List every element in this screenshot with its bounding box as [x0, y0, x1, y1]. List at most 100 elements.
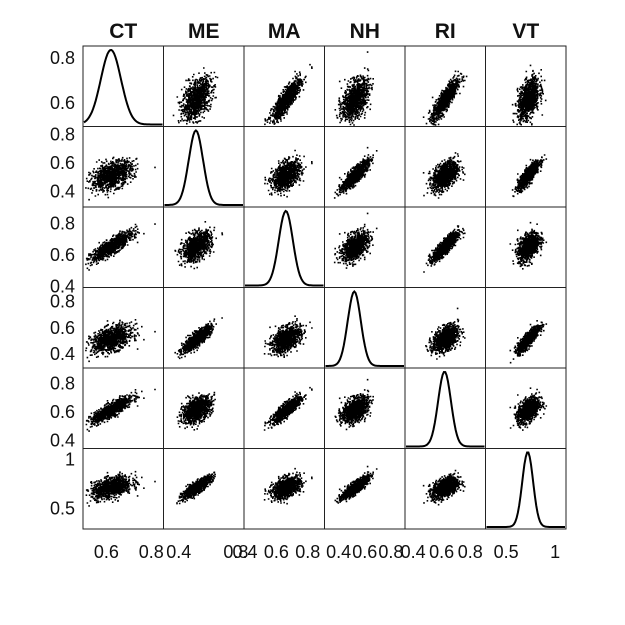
col-tick-label: 0.8: [458, 542, 483, 562]
row-tick-label: 0.8: [50, 292, 75, 312]
col-tick-label: 0.8: [295, 542, 320, 562]
density-curve-ct: [83, 48, 163, 126]
scatter-points: [334, 465, 378, 504]
col-tick-label: 0.6: [94, 542, 119, 562]
column-title-me: ME: [188, 20, 220, 43]
density-curve-nh: [325, 289, 404, 367]
scatter-points: [172, 67, 219, 125]
col-tick-label: 0.8: [139, 542, 164, 562]
panel-ri-vs-ct: [82, 367, 164, 449]
row-tick-label: 0.4: [50, 277, 75, 297]
scatter-points: [422, 469, 466, 506]
scatter-points: [333, 212, 378, 269]
panel-me-vs-ri: [404, 126, 486, 208]
scatter-points: [176, 471, 216, 505]
panel-ct-vs-ct: [82, 45, 164, 127]
panel-frame: [404, 367, 486, 449]
scatter-points: [263, 386, 313, 431]
scatter-points: [85, 223, 156, 271]
scatter-points: [423, 225, 466, 273]
scatter-points: [511, 154, 548, 198]
scatter-points: [264, 63, 313, 126]
row-tick-label: 0.4: [50, 344, 75, 364]
panel-vt-vs-ri: [404, 448, 486, 530]
row-tick-label: 0.4: [50, 182, 75, 202]
panel-frame: [485, 448, 567, 530]
panel-ri-vs-nh: [324, 367, 406, 449]
row-tick-label: 0.5: [50, 498, 75, 518]
panel-ri-vs-ma: [243, 367, 325, 449]
panel-ct-vs-nh: [324, 45, 406, 127]
panel-nh-vs-me: [163, 287, 245, 369]
col-tick-label: 0.4: [326, 542, 351, 562]
col-tick-label: 0.6: [352, 542, 377, 562]
panel-ma-vs-me: [163, 206, 245, 288]
panel-frame: [243, 206, 325, 288]
col-tick-label: 0.6: [264, 542, 289, 562]
row-tick-label: 0.4: [50, 430, 75, 450]
density-curve-vt: [486, 451, 565, 528]
panel-nh-vs-ma: [243, 287, 325, 369]
col-tick-label: 0.8: [223, 542, 248, 562]
scatter-points: [263, 315, 313, 358]
panel-ma-vs-nh: [324, 206, 406, 288]
scatter-points: [85, 388, 156, 432]
column-title-ma: MA: [268, 20, 301, 43]
col-tick-label: 0.6: [429, 542, 454, 562]
row-tick-label: 0.6: [50, 93, 75, 113]
scatter-points: [174, 221, 224, 270]
panel-ma-vs-ri: [404, 206, 486, 288]
panel-vt-vs-nh: [324, 448, 406, 530]
panel-vt-vs-me: [163, 448, 245, 530]
col-tick-label: 0.8: [378, 542, 403, 562]
scatter-points: [176, 391, 216, 431]
row-tick-label: 0.6: [50, 153, 75, 173]
scatter-points: [509, 221, 548, 270]
row-tick-label: 0.8: [50, 125, 75, 145]
panel-nh-vs-ri: [404, 287, 486, 369]
panel-ct-vs-ri: [404, 45, 486, 127]
panel-ri-vs-vt: [485, 367, 567, 449]
row-tick-label: 1: [65, 449, 75, 469]
panel-nh-vs-ct: [82, 287, 164, 369]
panel-vt-vs-vt: [485, 448, 567, 530]
panel-frame: [485, 126, 567, 208]
scatter-points: [85, 319, 156, 363]
scatter-points: [422, 152, 466, 199]
row-tick-label: 0.8: [50, 373, 75, 393]
panel-me-vs-nh: [324, 126, 406, 208]
col-tick-label: 0.4: [166, 542, 191, 562]
scatter-points: [264, 149, 313, 198]
row-tick-label: 0.8: [50, 214, 75, 234]
panel-vt-vs-ma: [243, 448, 325, 530]
col-tick-label: 0.4: [232, 542, 257, 562]
column-title-vt: VT: [512, 20, 539, 43]
scatter-points: [334, 51, 374, 126]
density-curve-ma: [245, 209, 324, 287]
scatter-points: [422, 70, 468, 126]
column-title-ct: CT: [109, 20, 137, 43]
panel-nh-vs-nh: [324, 287, 406, 369]
scatter-points: [85, 156, 156, 201]
panel-frame: [404, 45, 486, 127]
panel-ma-vs-vt: [485, 206, 567, 288]
panel-me-vs-ma: [243, 126, 325, 208]
row-tick-label: 0.8: [50, 48, 75, 68]
row-tick-label: 0.6: [50, 402, 75, 422]
panel-frame: [324, 287, 406, 369]
panel-vt-vs-ct: [82, 448, 164, 530]
panel-ri-vs-me: [163, 367, 245, 449]
scatter-points: [425, 307, 466, 360]
panel-ma-vs-ma: [243, 206, 325, 288]
density-curve-ri: [406, 370, 485, 448]
column-title-nh: NH: [350, 20, 380, 43]
row-tick-label: 0.6: [50, 245, 75, 265]
scatter-points: [509, 320, 548, 364]
panel-ri-vs-ri: [404, 367, 486, 449]
density-curve-me: [164, 129, 243, 206]
panel-ct-vs-vt: [485, 45, 567, 127]
col-tick-label: 1: [550, 542, 560, 562]
scatter-points: [263, 467, 313, 505]
panel-me-vs-ct: [82, 126, 164, 208]
